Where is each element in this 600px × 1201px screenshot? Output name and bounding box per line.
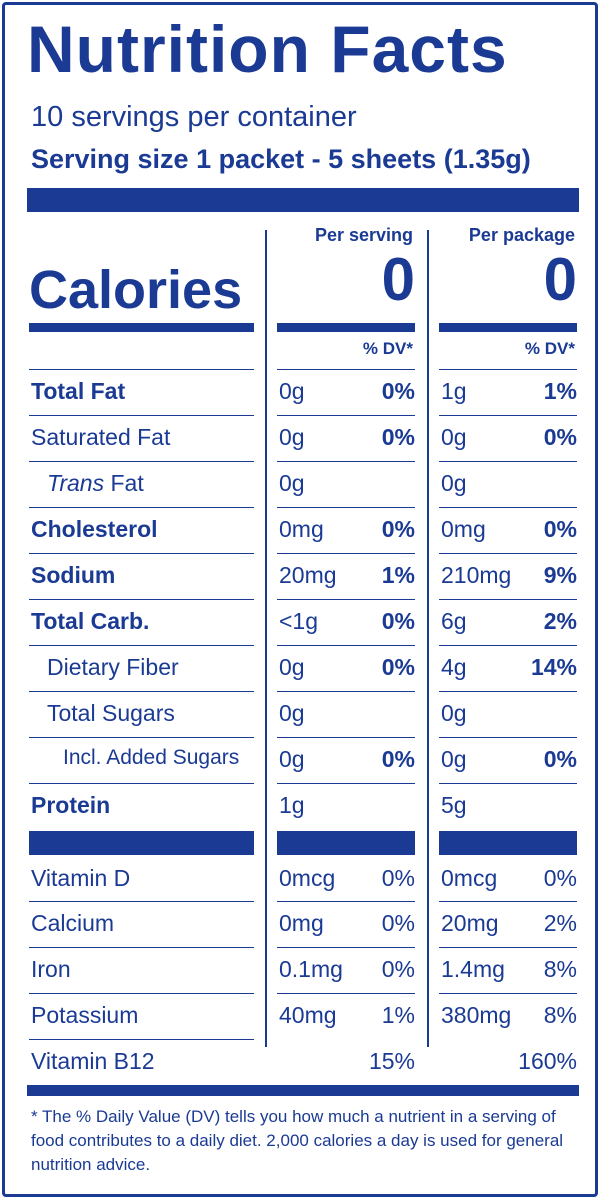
package-amount: 1g xyxy=(441,378,467,404)
calories-bar-serving xyxy=(277,323,415,332)
serving-amount: <1g xyxy=(279,608,319,634)
vitamin-name: Potassium xyxy=(31,1002,139,1028)
serving-amount: 0mcg xyxy=(279,865,336,891)
package-dv: 9% xyxy=(543,562,577,588)
footnote: * The % Daily Value (DV) tells you how m… xyxy=(31,1107,564,1174)
nutrient-name: Trans Fat xyxy=(47,470,144,497)
package-amount: 0mg xyxy=(441,516,486,542)
package-dv: 2% xyxy=(543,910,577,936)
serving-dv: 0% xyxy=(381,746,415,772)
serving-dv: 1% xyxy=(381,562,415,588)
serving-amount: 0g xyxy=(279,700,305,726)
vitamin-name: Vitamin B12 xyxy=(31,1048,155,1074)
serving-dv: 0% xyxy=(381,956,415,982)
serving-amount: 20mg xyxy=(279,562,337,588)
package-dv: 8% xyxy=(543,1002,577,1028)
calories-bar-package xyxy=(439,323,577,332)
serving-dv: 0% xyxy=(381,378,415,404)
package-amount: 0g xyxy=(441,424,467,450)
serving-amount: 0g xyxy=(279,470,305,496)
nutrient-name: Protein xyxy=(31,792,111,818)
serving-dv: 1% xyxy=(381,1002,415,1028)
nutrient-name: Sodium xyxy=(31,562,116,588)
nutrient-name: Total Carb. xyxy=(31,608,150,634)
serving-dv: 15% xyxy=(368,1048,415,1074)
package-dv: 1% xyxy=(543,378,577,404)
package-dv: 160% xyxy=(518,1048,577,1074)
calories-bar-label xyxy=(29,323,254,332)
serving-amount: 0g xyxy=(279,746,305,772)
package-amount: 0mcg xyxy=(441,865,498,891)
package-dv: 0% xyxy=(543,516,577,542)
column-divider-1 xyxy=(265,230,267,1047)
nutrient-name: Incl. Added Sugars xyxy=(63,746,240,769)
nutrient-name: Total Sugars xyxy=(47,700,175,726)
thick-divider-mid-package xyxy=(439,831,577,855)
package-amount: 20mg xyxy=(441,910,499,936)
trans-italic: Trans xyxy=(47,470,105,496)
calories-label: Calories xyxy=(29,260,243,320)
serving-dv: 0% xyxy=(381,424,415,450)
vitamin-name: Vitamin D xyxy=(31,865,131,891)
thick-divider-top xyxy=(27,188,579,212)
per-package-header: Per package xyxy=(468,225,575,245)
vitamin-name: Iron xyxy=(31,956,71,982)
package-dv: 0% xyxy=(543,746,577,772)
serving-amount: 40mg xyxy=(279,1002,337,1028)
serving-amount: 1g xyxy=(279,792,305,818)
serving-amount: 0g xyxy=(279,654,305,680)
serving-dv: 0% xyxy=(381,516,415,542)
package-amount: 210mg xyxy=(441,562,512,588)
package-amount: 0g xyxy=(441,470,467,496)
calories-per-serving: 0 xyxy=(381,246,415,313)
vitamin-name: Calcium xyxy=(31,910,115,936)
serving-dv: 0% xyxy=(381,865,415,891)
nutrient-name: Dietary Fiber xyxy=(47,654,179,680)
package-amount: 0g xyxy=(441,746,467,772)
serving-amount: 0g xyxy=(279,378,305,404)
package-dv: 8% xyxy=(543,956,577,982)
package-dv: 2% xyxy=(543,608,577,634)
dv-header-serving: % DV* xyxy=(362,339,413,358)
column-divider-2 xyxy=(427,230,429,1047)
calories-per-package: 0 xyxy=(543,246,577,313)
servings-per-container: 10 servings per container xyxy=(31,101,357,133)
package-amount: 5g xyxy=(441,792,467,818)
serving-dv: 0% xyxy=(381,654,415,680)
nutrient-name: Saturated Fat xyxy=(31,424,171,450)
thick-divider-mid-serving xyxy=(277,831,415,855)
package-amount: 4g xyxy=(441,654,467,680)
package-amount: 1.4mg xyxy=(441,956,505,982)
nutrient-name: Cholesterol xyxy=(31,516,158,542)
package-amount: 380mg xyxy=(441,1002,512,1028)
thick-divider-mid-label xyxy=(29,831,254,855)
serving-amount: 0mg xyxy=(279,910,324,936)
package-dv: 0% xyxy=(543,424,577,450)
package-dv: 0% xyxy=(543,865,577,891)
package-dv: 14% xyxy=(530,654,577,680)
per-serving-header: Per serving xyxy=(314,225,413,245)
serving-amount: 0mg xyxy=(279,516,324,542)
thick-divider-bottom xyxy=(27,1085,579,1096)
serving-dv: 0% xyxy=(381,608,415,634)
package-amount: 0g xyxy=(441,700,467,726)
package-amount: 6g xyxy=(441,608,467,634)
serving-size: Serving size 1 packet - 5 sheets (1.35g) xyxy=(31,144,531,174)
nutrient-name: Total Fat xyxy=(31,378,126,404)
label-title: Nutrition Facts xyxy=(27,12,508,86)
serving-amount: 0g xyxy=(279,424,305,450)
serving-amount: 0.1mg xyxy=(279,956,343,982)
serving-dv: 0% xyxy=(381,910,415,936)
dv-header-package: % DV* xyxy=(524,339,575,358)
trans-rest: Fat xyxy=(104,470,144,496)
